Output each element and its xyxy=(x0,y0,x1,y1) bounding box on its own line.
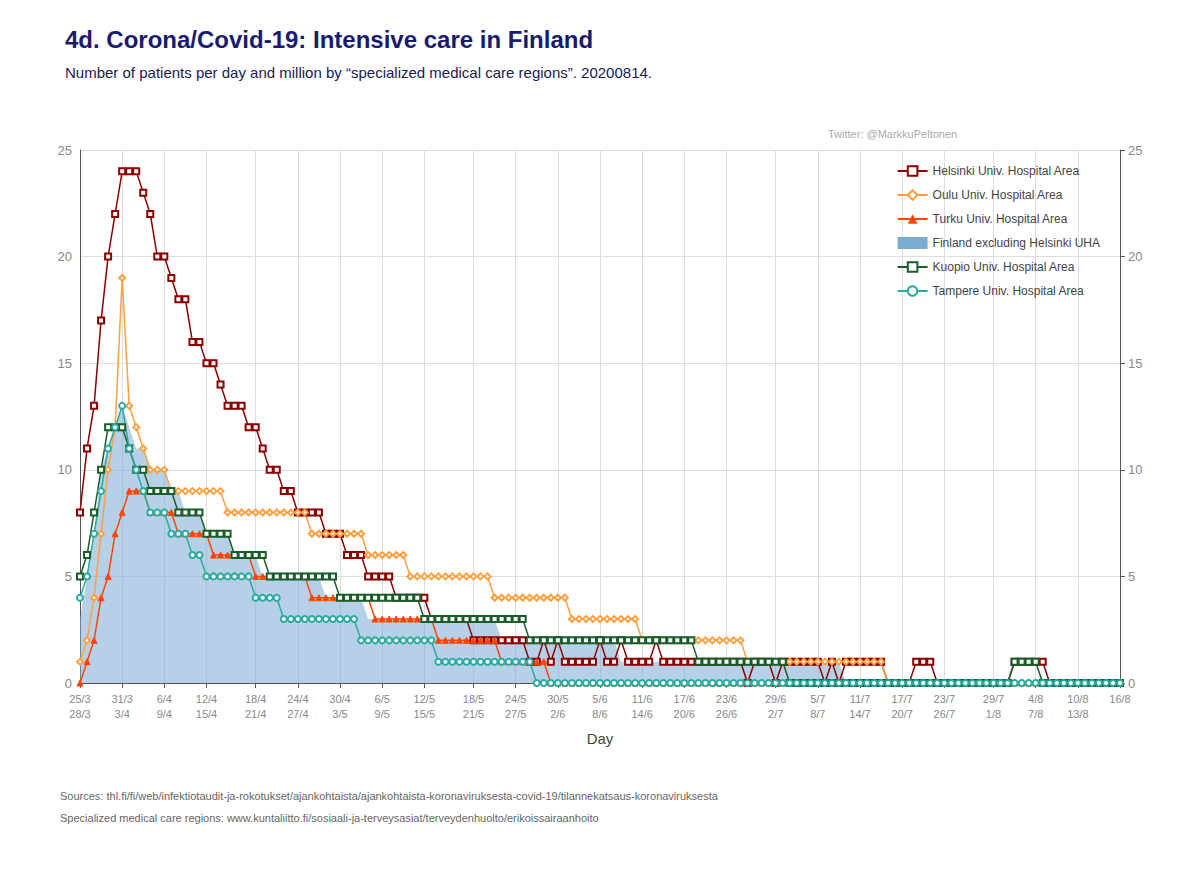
svg-text:27/5: 27/5 xyxy=(505,708,526,720)
svg-text:5/6: 5/6 xyxy=(592,693,607,705)
svg-text:Kuopio Univ. Hospital Area: Kuopio Univ. Hospital Area xyxy=(933,260,1075,274)
svg-text:26/6: 26/6 xyxy=(716,708,737,720)
svg-text:30/4: 30/4 xyxy=(329,693,350,705)
svg-text:14/7: 14/7 xyxy=(849,708,870,720)
svg-text:Oulu Univ. Hospital Area: Oulu Univ. Hospital Area xyxy=(933,188,1063,202)
svg-text:5: 5 xyxy=(1128,569,1135,584)
svg-text:Helsinki Univ. Hospital Area: Helsinki Univ. Hospital Area xyxy=(933,164,1080,178)
svg-text:30/5: 30/5 xyxy=(547,693,568,705)
svg-text:4d. Corona/Covid-19: Intensive: 4d. Corona/Covid-19: Intensive care in F… xyxy=(65,26,593,53)
svg-text:23/7: 23/7 xyxy=(934,693,955,705)
svg-text:20/7: 20/7 xyxy=(891,708,912,720)
svg-text:2/7: 2/7 xyxy=(768,708,783,720)
svg-text:25/3: 25/3 xyxy=(69,693,90,705)
svg-text:29/6: 29/6 xyxy=(765,693,786,705)
svg-text:29/7: 29/7 xyxy=(983,693,1004,705)
svg-text:2/6: 2/6 xyxy=(550,708,565,720)
svg-text:17/6: 17/6 xyxy=(674,693,695,705)
svg-text:13/8: 13/8 xyxy=(1067,708,1088,720)
svg-text:1/8: 1/8 xyxy=(986,708,1001,720)
svg-text:15/4: 15/4 xyxy=(196,708,217,720)
svg-text:6/4: 6/4 xyxy=(157,693,172,705)
svg-text:Twitter: @MarkkuPeltonen: Twitter: @MarkkuPeltonen xyxy=(828,128,957,140)
svg-text:24/5: 24/5 xyxy=(505,693,526,705)
svg-text:Turku Univ. Hospital Area: Turku Univ. Hospital Area xyxy=(933,212,1068,226)
svg-text:5/7: 5/7 xyxy=(810,693,825,705)
svg-text:7/8: 7/8 xyxy=(1028,708,1043,720)
svg-text:16/8: 16/8 xyxy=(1109,693,1130,705)
svg-text:10/8: 10/8 xyxy=(1067,693,1088,705)
svg-text:6/5: 6/5 xyxy=(375,693,390,705)
svg-text:8/7: 8/7 xyxy=(810,708,825,720)
svg-text:3/5: 3/5 xyxy=(332,708,347,720)
svg-text:18/5: 18/5 xyxy=(463,693,484,705)
svg-text:12/5: 12/5 xyxy=(414,693,435,705)
svg-text:15/5: 15/5 xyxy=(414,708,435,720)
svg-text:Tampere Univ. Hospital Area: Tampere Univ. Hospital Area xyxy=(933,284,1085,298)
svg-text:25: 25 xyxy=(1128,143,1142,158)
svg-text:11/6: 11/6 xyxy=(632,693,653,705)
svg-text:4/8: 4/8 xyxy=(1028,693,1043,705)
svg-text:20: 20 xyxy=(58,249,72,264)
svg-text:21/4: 21/4 xyxy=(245,708,266,720)
svg-text:10: 10 xyxy=(58,462,72,477)
svg-text:15: 15 xyxy=(1128,356,1142,371)
svg-text:9/5: 9/5 xyxy=(375,708,390,720)
svg-text:Number of patients per day and: Number of patients per day and million b… xyxy=(65,64,652,81)
svg-text:18/4: 18/4 xyxy=(245,693,266,705)
svg-text:8/6: 8/6 xyxy=(592,708,607,720)
svg-text:Specialized medical care regio: Specialized medical care regions: www.ku… xyxy=(60,812,599,824)
svg-text:24/4: 24/4 xyxy=(287,693,308,705)
svg-text:23/6: 23/6 xyxy=(716,693,737,705)
svg-text:20/6: 20/6 xyxy=(674,708,695,720)
svg-text:28/3: 28/3 xyxy=(69,708,90,720)
svg-text:17/7: 17/7 xyxy=(891,693,912,705)
svg-text:9/4: 9/4 xyxy=(157,708,172,720)
svg-text:Sources: thl.fi/fi/web/infekti: Sources: thl.fi/fi/web/infektiotaudit-ja… xyxy=(60,790,719,802)
svg-text:11/7: 11/7 xyxy=(850,693,871,705)
svg-text:25: 25 xyxy=(58,143,72,158)
svg-text:3/4: 3/4 xyxy=(115,708,130,720)
svg-text:27/4: 27/4 xyxy=(287,708,308,720)
svg-text:26/7: 26/7 xyxy=(934,708,955,720)
svg-text:14/6: 14/6 xyxy=(631,708,652,720)
svg-text:20: 20 xyxy=(1128,249,1142,264)
svg-text:Finland excluding Helsinki UHA: Finland excluding Helsinki UHA xyxy=(933,236,1100,250)
svg-text:21/5: 21/5 xyxy=(463,708,484,720)
svg-text:10: 10 xyxy=(1128,462,1142,477)
svg-text:0: 0 xyxy=(65,676,72,691)
svg-text:15: 15 xyxy=(58,356,72,371)
svg-text:31/3: 31/3 xyxy=(111,693,132,705)
svg-text:12/4: 12/4 xyxy=(196,693,217,705)
svg-text:0: 0 xyxy=(1128,676,1135,691)
svg-text:5: 5 xyxy=(65,569,72,584)
svg-text:Day: Day xyxy=(587,730,614,747)
